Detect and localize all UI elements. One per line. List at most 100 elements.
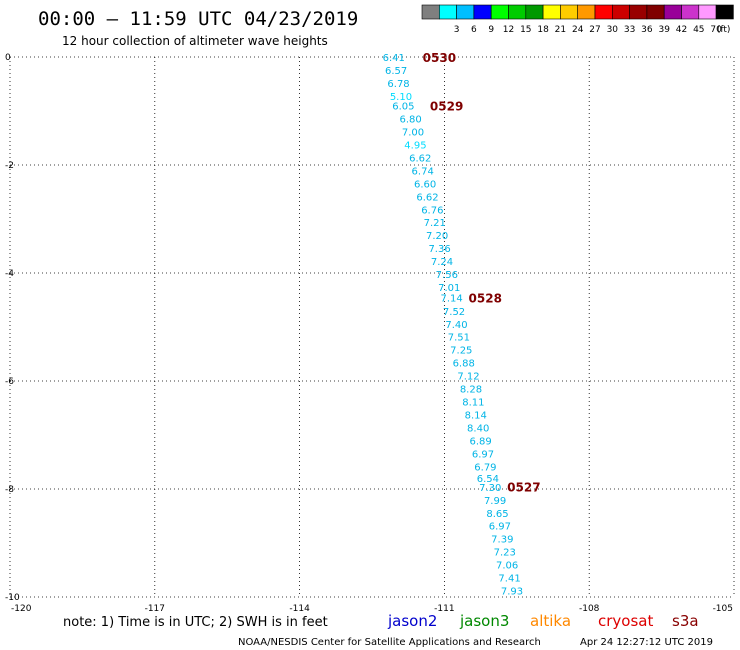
wave-height-point: 7.36	[428, 244, 450, 255]
wave-height-point: 7.41	[498, 574, 520, 585]
wave-height-point: 6.54	[477, 474, 499, 485]
satellite-altika: altika	[530, 612, 571, 630]
wave-height-point: 7.06	[496, 561, 518, 572]
y-tick-label: -4	[5, 269, 14, 279]
note-text: note: 1) Time is in UTC; 2) SWH is in fe…	[63, 615, 328, 630]
satellite-jason2: jason2	[387, 612, 437, 630]
x-tick-label: -114	[289, 604, 310, 614]
legend-label: 24	[572, 25, 584, 35]
legend-swatch	[421, 4, 440, 20]
legend-swatch	[646, 4, 665, 20]
wave-height-point: 6.41	[383, 53, 405, 64]
legend-swatch	[629, 4, 648, 20]
wave-height-point: 7.14	[441, 293, 463, 304]
legend-swatch	[698, 4, 717, 20]
x-tick-label: -120	[11, 604, 32, 614]
wave-height-point: 6.79	[474, 462, 496, 473]
legend-swatch	[611, 4, 630, 20]
legend-swatch	[681, 4, 700, 20]
wave-height-point: 7.30	[479, 483, 501, 494]
wave-height-point: 6.78	[387, 79, 409, 90]
time-label: 0528	[469, 291, 502, 305]
wave-height-point: 6.57	[385, 66, 407, 77]
chart-title: 00:00 – 11:59 UTC 04/23/2019	[38, 8, 358, 30]
wave-height-point: 6.05	[392, 102, 414, 113]
legend-swatch	[577, 4, 596, 20]
time-label: 0530	[423, 51, 456, 65]
wave-height-point: 6.62	[416, 192, 438, 203]
wave-height-point: 5.10	[390, 92, 412, 103]
wave-height-point: 7.93	[501, 587, 523, 598]
wave-height-point: 8.40	[467, 423, 489, 434]
legend-swatch	[438, 4, 457, 20]
time-label: 0527	[507, 480, 540, 494]
y-tick-label: 0	[5, 53, 11, 63]
legend-label: 9	[488, 25, 494, 35]
plot-area: -120 -117 -114 -111 -108 -105 0 -2 -4 -6 -8 -10 6.41…	[5, 51, 735, 614]
legend-swatch	[594, 4, 613, 20]
wave-height-point: 8.28	[460, 385, 482, 396]
wave-height-point: 7.51	[448, 333, 470, 344]
wave-height-point: 7.52	[443, 307, 465, 318]
legend-swatch	[542, 4, 561, 20]
legend-label: 70	[710, 25, 722, 35]
x-tick-label: -108	[579, 604, 600, 614]
legend-swatch	[490, 4, 509, 20]
wave-height-point: 6.97	[472, 449, 494, 460]
wave-height-point: 6.97	[489, 522, 511, 533]
legend-swatch	[456, 4, 475, 20]
x-tick-label: -117	[145, 604, 165, 614]
legend-unit: (ft)	[717, 25, 731, 35]
satellite-jason3: jason3	[459, 612, 509, 630]
satellite-cryosat: cryosat	[598, 612, 653, 630]
wave-height-point: 7.12	[457, 372, 479, 383]
wave-height-point: 4.95	[404, 140, 426, 151]
time-label: 0529	[430, 100, 463, 114]
wave-height-point: 6.60	[414, 179, 436, 190]
legend-swatch	[508, 4, 527, 20]
legend-label: 6	[471, 25, 477, 35]
color-legend: 3 6 9 12 15 18 21 24 27 30 33 36 39 42 45 70(ft)	[421, 4, 734, 35]
footer-timestamp: Apr 24 12:27:12 UTC 2019	[580, 637, 713, 648]
legend-label: 12	[503, 25, 514, 35]
wave-height-point: 6.62	[409, 153, 431, 164]
x-tick-label: -111	[434, 604, 454, 614]
footer-credit: NOAA/NESDIS Center for Satellite Applica…	[238, 637, 541, 648]
legend-label: 45	[693, 25, 704, 35]
legend-swatch	[663, 4, 682, 20]
chart-subtitle: 12 hour collection of altimeter wave hei…	[62, 34, 328, 48]
wave-height-point: 7.40	[445, 320, 467, 331]
legend-swatch	[473, 4, 492, 20]
y-tick-label: -6	[5, 377, 14, 387]
wave-height-point: 7.01	[438, 283, 460, 294]
legend-label: 30	[607, 25, 619, 35]
wave-height-point: 8.11	[462, 398, 484, 409]
x-tick-label: -105	[713, 604, 733, 614]
wave-height-point: 6.74	[412, 166, 434, 177]
y-tick-label: -2	[5, 161, 14, 171]
legend-swatch	[525, 4, 544, 20]
wave-height-point: 7.21	[424, 218, 446, 229]
wave-height-point: 6.88	[453, 359, 475, 370]
legend-label: 21	[555, 25, 566, 35]
legend-label: 3	[454, 25, 460, 35]
wave-height-point: 6.89	[469, 436, 491, 447]
wave-height-point: 7.39	[491, 535, 513, 546]
satellite-s3a: s3a	[672, 612, 699, 630]
y-tick-label: -10	[5, 593, 20, 603]
y-tick-label: -8	[5, 485, 14, 495]
wave-height-point: 7.56	[436, 270, 458, 281]
wave-height-point: 7.20	[426, 231, 448, 242]
satellite-legend: jason2 jason3 altika cryosat s3a	[387, 612, 699, 630]
wave-height-point: 8.14	[465, 410, 487, 421]
legend-label: 15	[520, 25, 531, 35]
wave-height-point: 7.99	[484, 496, 506, 507]
wave-height-point: 6.80	[399, 115, 421, 126]
legend-label: 18	[537, 25, 549, 35]
wave-height-point: 7.24	[431, 257, 453, 268]
legend-swatch	[715, 4, 734, 20]
legend-swatch	[560, 4, 579, 20]
legend-label: 39	[658, 25, 670, 35]
wave-height-point: 7.23	[494, 548, 516, 559]
legend-label: 36	[641, 25, 653, 35]
